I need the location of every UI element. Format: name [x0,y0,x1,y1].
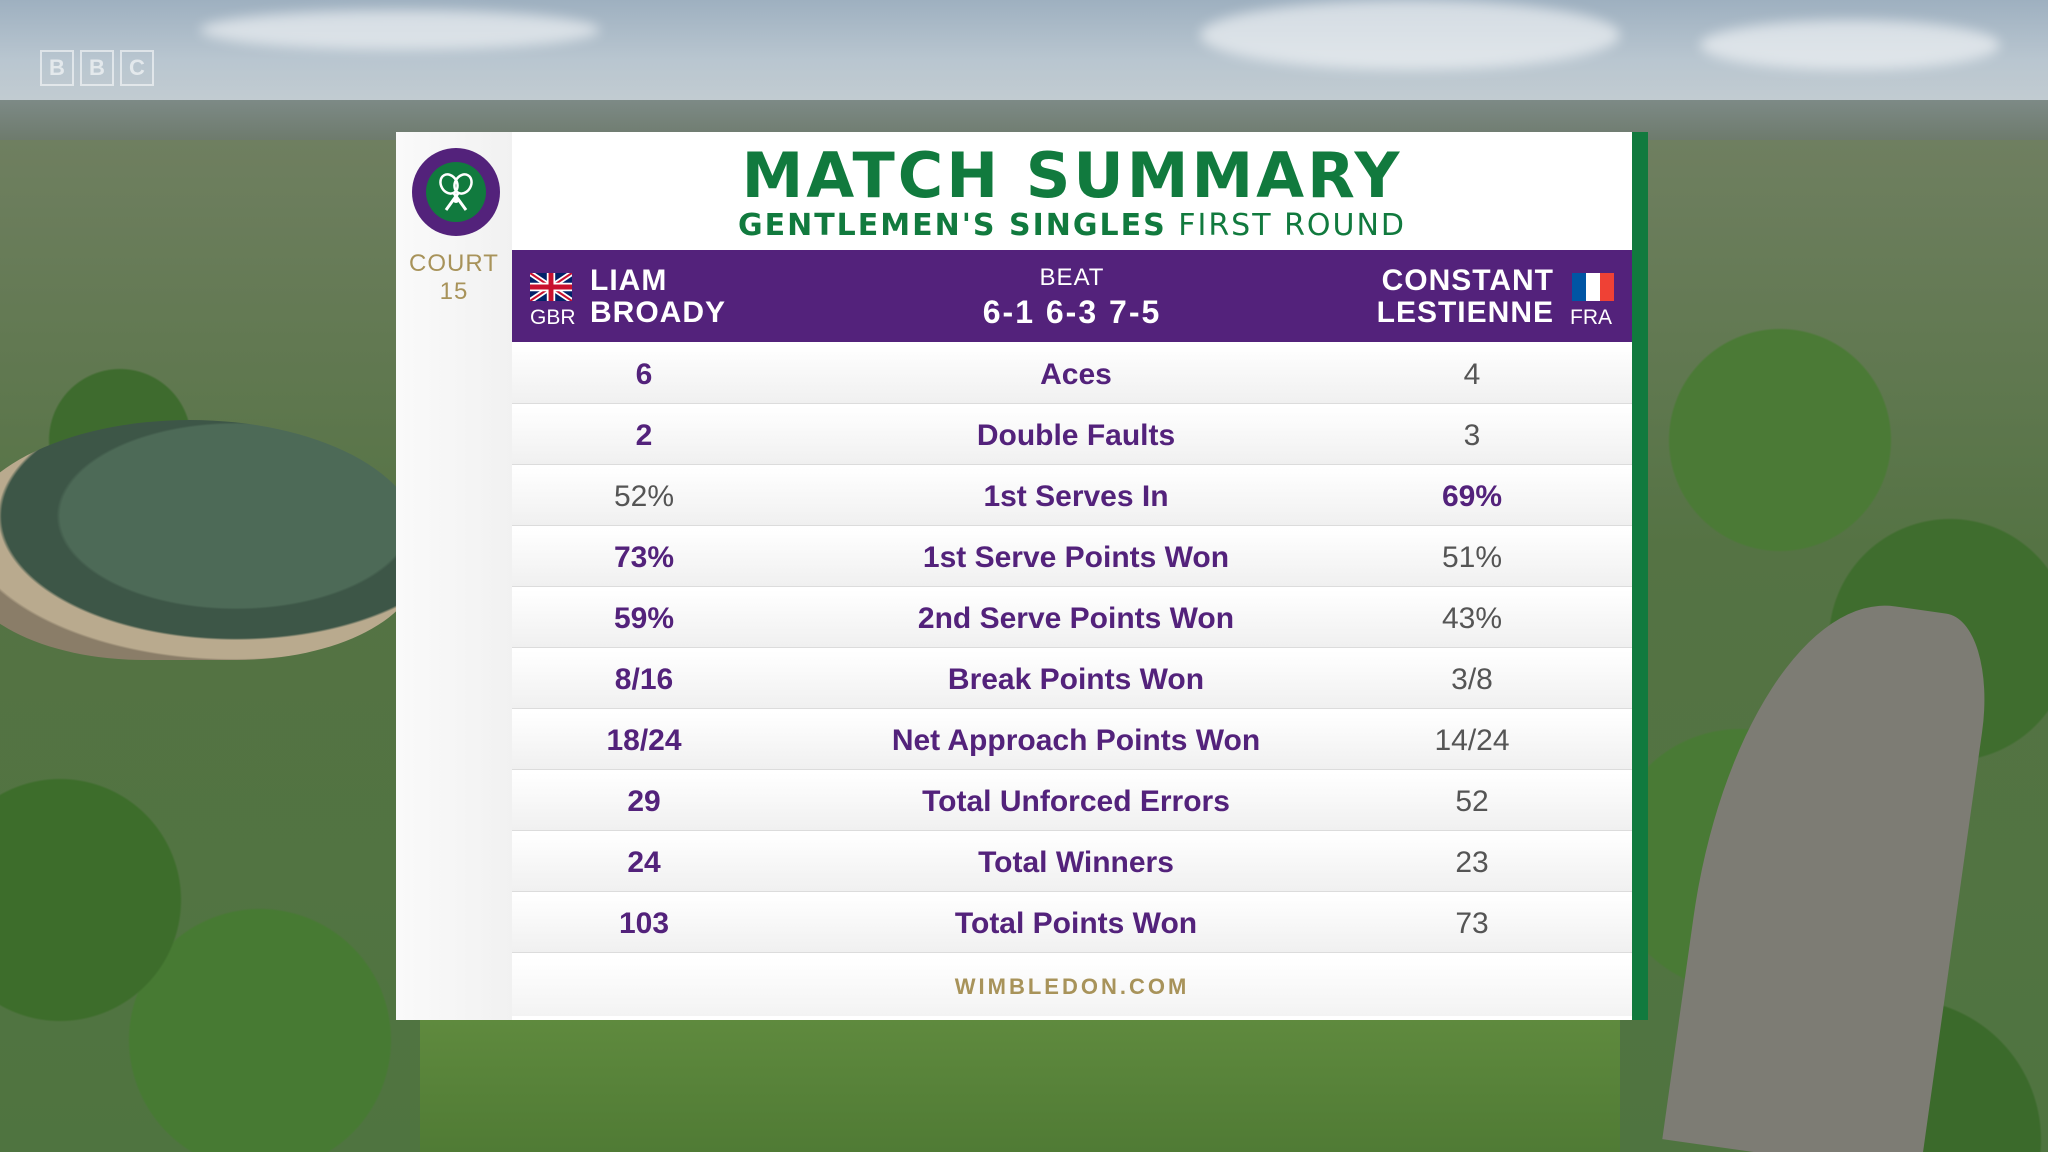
event-subtitle: GENTLEMEN'S SINGLES FIRST ROUND [512,208,1632,243]
loser-stat-value: 69% [1441,480,1503,513]
loser-stat-value: 4 [1463,358,1481,391]
bbc-logo-letter: B [80,50,114,86]
loser-last-name: LESTIENNE [1376,296,1554,329]
stat-row: 24 Total Winners 23 [512,834,1632,891]
uk-flag-icon [530,273,572,301]
centre-court-stadium [0,420,420,660]
loser-stat-value: 23 [1455,846,1489,879]
wimbledon-logo [412,148,500,236]
cloud [200,10,600,50]
winner-stat-value: 59% [613,602,675,635]
winner-stat-value: 24 [627,846,661,879]
website-footer: WIMBLEDON.COM [512,958,1632,1016]
loser-stat-value: 3 [1463,419,1481,452]
winner-country: GBR [530,306,576,329]
event-name: GENTLEMEN'S SINGLES [737,208,1167,243]
loser-stat-value: 3/8 [1451,663,1493,696]
bbc-logo-letter: C [120,50,154,86]
loser-stat-value: 14/24 [1434,724,1510,757]
loser-stat-value: 51% [1441,541,1503,574]
stat-row: 8/16 Break Points Won 3/8 [512,651,1632,708]
court-label: COURT [409,250,499,277]
stat-row: 52% 1st Serves In 69% [512,468,1632,525]
panel-green-edge [1632,132,1648,1020]
winner-stat-value: 103 [618,907,670,940]
loser-country: FRA [1570,306,1612,329]
match-score: 6-1 6-3 7-5 [982,294,1162,330]
stat-label: Net Approach Points Won [891,724,1261,757]
stat-label: Total Winners [978,846,1174,879]
stat-label: Total Points Won [954,907,1198,940]
court-number: 15 [439,278,469,305]
winner-stat-value: 2 [635,419,653,452]
winner-stat-value: 73% [613,541,675,574]
winner-first-name: LIAM [590,264,668,297]
winner-stat-value: 29 [627,785,661,818]
winner-stat-value: 52% [613,480,675,513]
stat-row: 59% 2nd Serve Points Won 43% [512,590,1632,647]
cloud [1700,20,2000,70]
stat-label: Double Faults [976,419,1176,452]
stat-label: 1st Serves In [983,480,1169,513]
bbc-logo: B B C [40,50,154,86]
lawn [420,1020,1620,1152]
winner-last-name: BROADY [590,296,727,329]
stat-label: 2nd Serve Points Won [917,602,1235,635]
cloud [1200,0,1620,70]
result-bar: GBR LIAM BROADY BEAT 6-1 6-3 7-5 CONSTAN… [512,250,1632,342]
stat-row: 6 Aces 4 [512,346,1632,403]
loser-stat-value: 73 [1455,907,1489,940]
stat-label: Break Points Won [947,663,1205,696]
stats-table: 6 Aces 4 2 Double Faults 3 52% 1st Serves In 6… [512,346,1632,956]
stat-row: 29 Total Unforced Errors 52 [512,773,1632,830]
france-flag-icon [1572,273,1614,301]
loser-stat-value: 52 [1455,785,1489,818]
round-name: FIRST ROUND [1178,208,1407,243]
stat-row: 73% 1st Serve Points Won 51% [512,529,1632,586]
winner-stat-value: 18/24 [606,724,682,757]
stat-label: Total Unforced Errors [922,785,1230,818]
loser-stat-value: 43% [1441,602,1503,635]
page-title: MATCH SUMMARY [741,139,1403,212]
bbc-logo-letter: B [40,50,74,86]
stat-label: Aces [1040,358,1112,391]
loser-first-name: CONSTANT [1381,264,1554,297]
panel-side-strip [396,132,512,1020]
stat-row: 2 Double Faults 3 [512,407,1632,464]
winner-stat-value: 8/16 [614,663,674,696]
stat-label: 1st Serve Points Won [922,541,1230,574]
result-verb: BEAT [1039,264,1105,291]
stat-row: 103 Total Points Won 73 [512,895,1632,952]
stat-row: 18/24 Net Approach Points Won 14/24 [512,712,1632,769]
crossed-rackets-icon [426,162,486,222]
winner-stat-value: 6 [635,358,653,391]
